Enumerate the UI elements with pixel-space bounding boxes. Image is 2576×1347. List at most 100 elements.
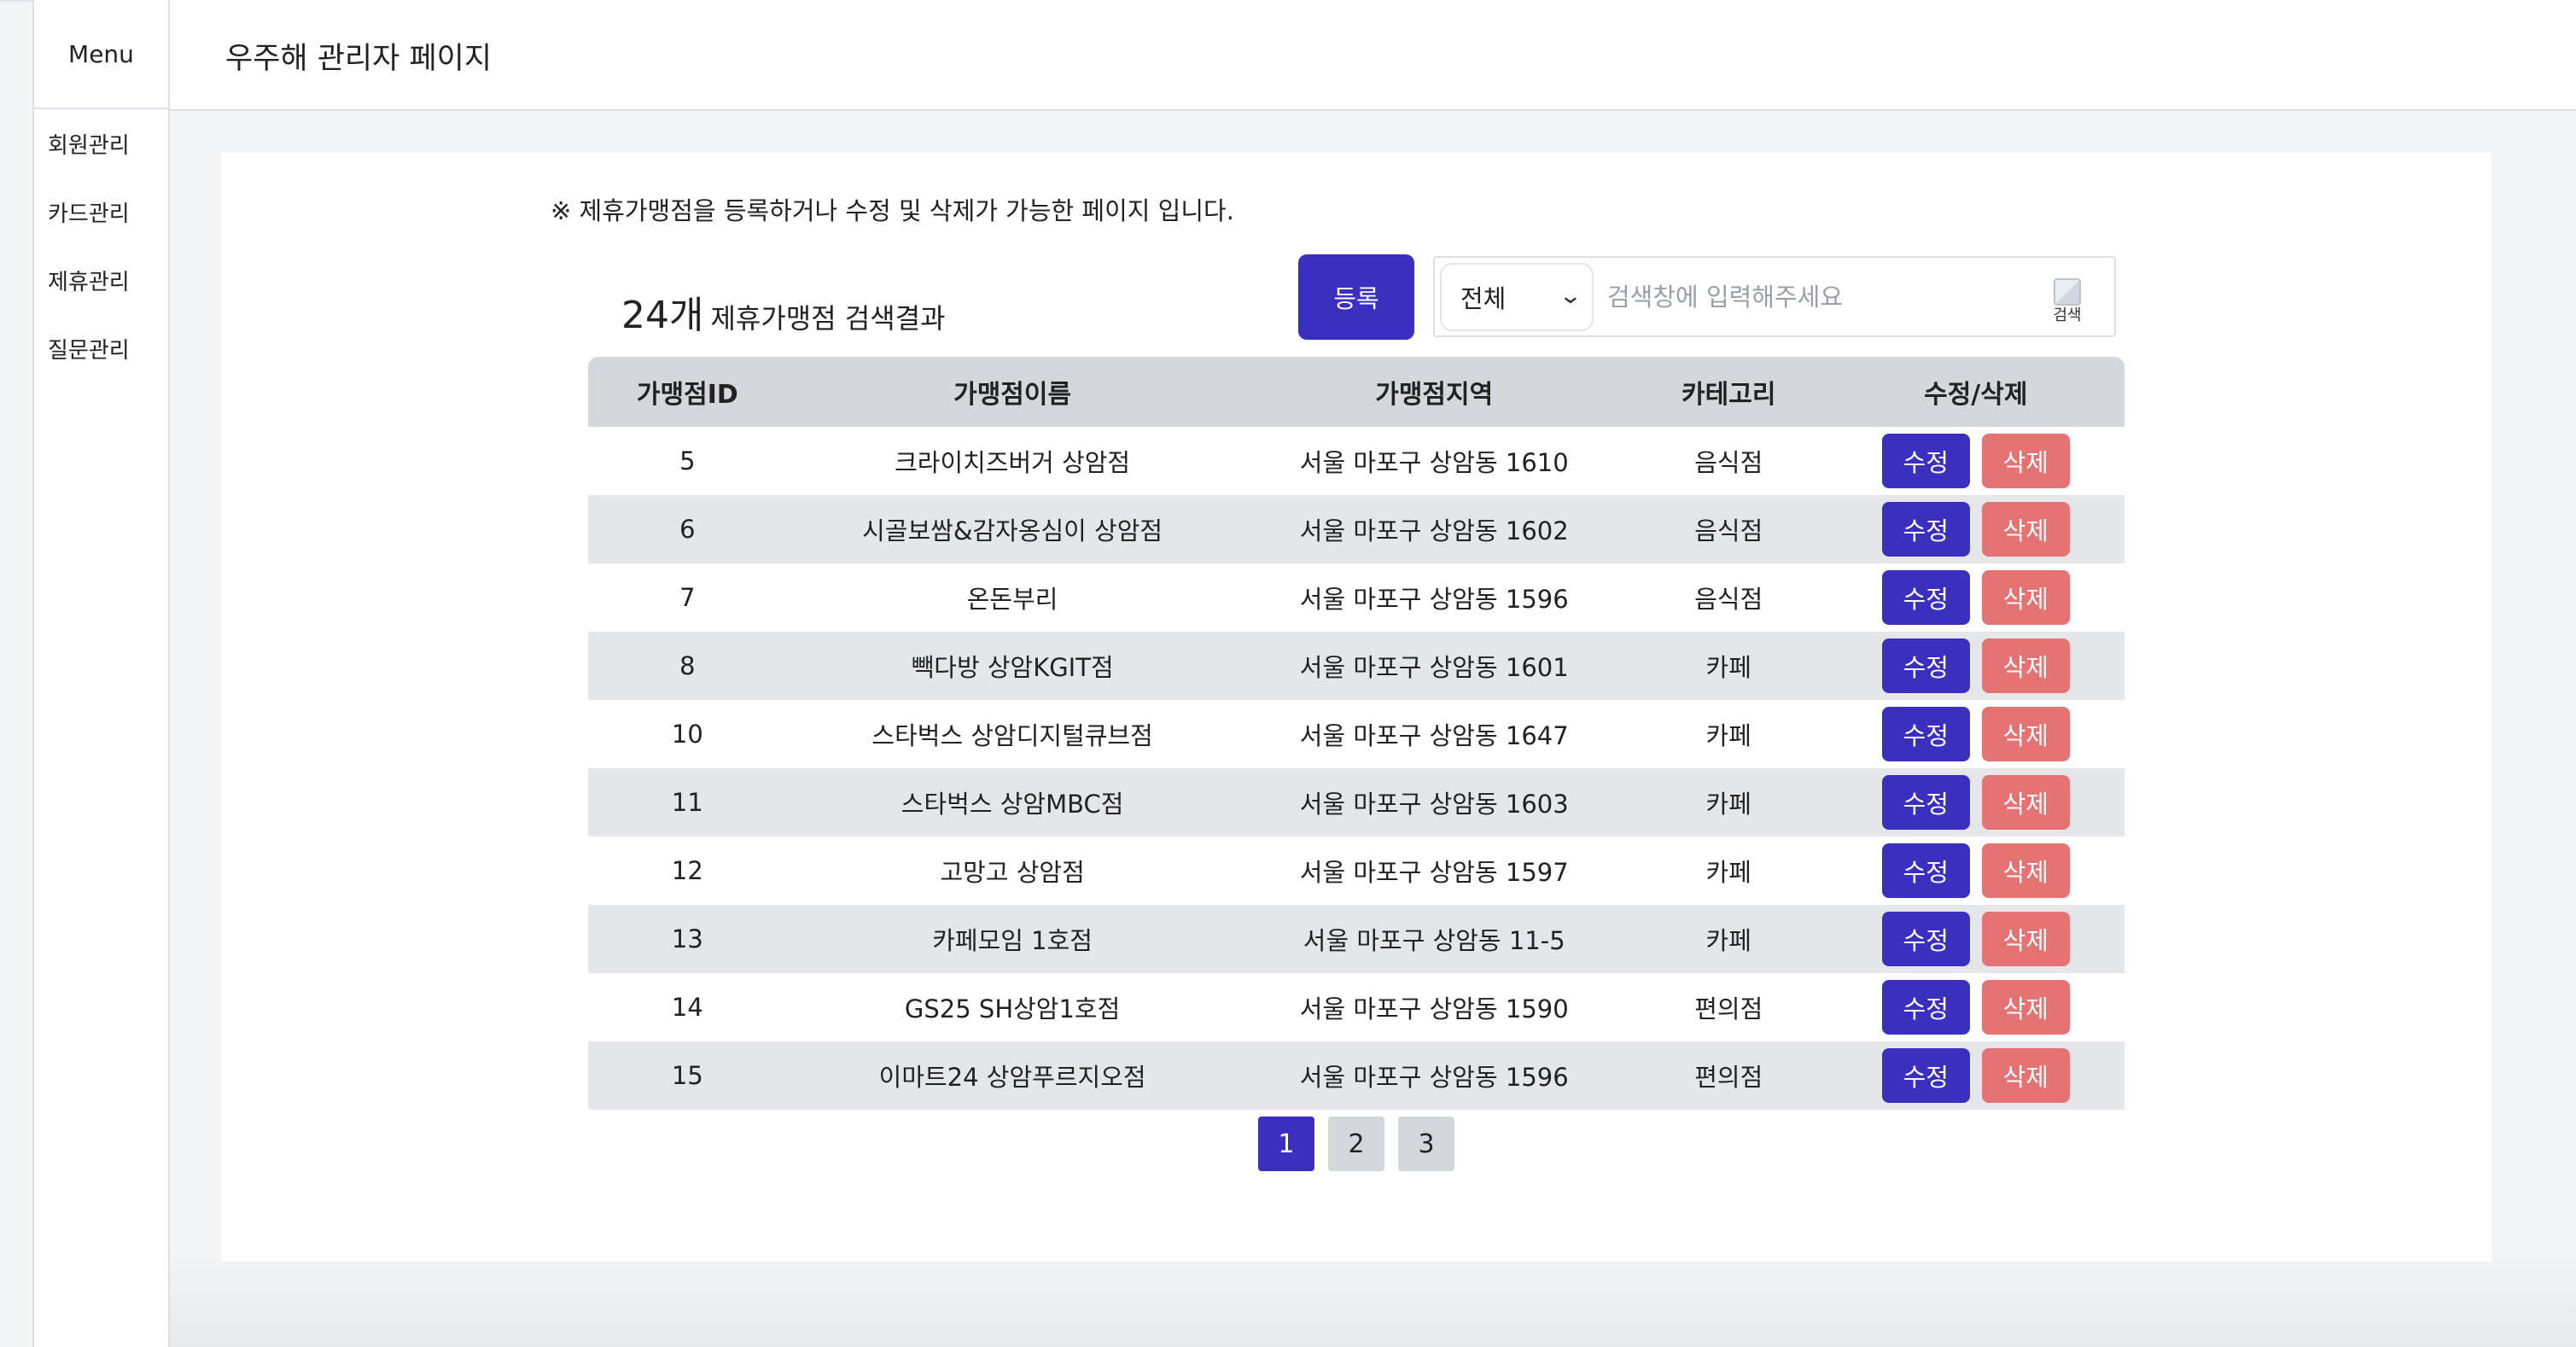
broken-image-icon [2054,278,2081,306]
header-bar: 우주해 관리자 페이지 [170,0,2576,111]
cell-store-region: 서울 마포구 상암동 1610 [1299,448,1569,477]
col-category: 카테고리 [1629,357,1827,427]
table-row: 13 카페모임 1호점 서울 마포구 상암동 11-5 카페 수정 삭제 [588,905,2124,973]
cell-category: 카페 [1629,632,1827,700]
cell-store-id: 5 [679,446,696,475]
cell-store-id: 15 [588,1041,787,1110]
cell-store-region: 서울 마포구 상암동 1601 [1238,632,1630,700]
table-header-row: 가맹점ID 가맹점이름 가맹점지역 카테고리 수정/삭제 [588,357,2124,427]
page-button-3[interactable]: 3 [1398,1117,1454,1171]
table-row: 6 시골보쌈&감자옹심이 상암점 서울 마포구 상암동 1602 음식점 수정 삭… [588,495,2124,563]
table-row: 5 크라이치즈버거 상암점 서울 마포구 상암동 1610 음식점 수정 삭제 [588,427,2124,495]
table-row: 15 이마트24 상암푸르지오점 서울 마포구 상암동 1596 편의점 수정 삭… [588,1041,2124,1110]
delete-button[interactable]: 삭제 [1981,570,2070,625]
col-store-name: 가맹점이름 [786,357,1238,427]
delete-button[interactable]: 삭제 [1981,980,2070,1035]
cell-store-name: 고망고 상암점 [940,858,1085,887]
cell-store-region: 서울 마포구 상암동 11-5 [1238,905,1630,973]
sidebar-item-questions[interactable]: 질문관리 [48,338,130,364]
cell-store-name: 스타벅스 상암디지털큐브점 [871,721,1153,750]
search-input[interactable] [1606,266,2019,328]
cell-actions: 수정 삭제 [1827,563,2124,632]
search-button-alt: 검색 [2053,306,2082,324]
page-button-2[interactable]: 2 [1328,1117,1384,1171]
edit-button[interactable]: 수정 [1881,570,1970,625]
cell-store-id: 6 [588,495,787,563]
sidebar-item-partners[interactable]: 제휴관리 [48,270,130,295]
category-select-value: 전체 [1460,284,1507,313]
cell-store-name: 이마트24 상암푸르지오점 [786,1041,1238,1110]
sidebar-item-cards[interactable]: 카드관리 [48,201,130,227]
edit-button[interactable]: 수정 [1881,639,1970,693]
cell-store-name: 온돈부리 [966,585,1058,614]
cell-category: 카페 [1705,858,1751,887]
sidebar-header: Menu [34,0,168,109]
delete-button[interactable]: 삭제 [1981,912,2070,966]
cell-actions: 수정 삭제 [1827,905,2124,973]
category-select[interactable]: 전체 ⌄ [1440,263,1594,331]
cell-actions: 수정 삭제 [1827,427,2124,495]
edit-button[interactable]: 수정 [1881,912,1970,966]
edit-button[interactable]: 수정 [1881,707,1970,761]
cell-store-region: 서울 마포구 상암동 1603 [1238,768,1630,837]
notice-text: ※ 제휴가맹점을 등록하거나 수정 및 삭제가 가능한 페이지 입니다. [551,196,1234,225]
cell-actions: 수정 삭제 [1827,700,2124,768]
result-label: 제휴가맹점 검색결과 [710,302,946,335]
edit-button[interactable]: 수정 [1881,434,1970,488]
table-row: 11 스타벅스 상암MBC점 서울 마포구 상암동 1603 카페 수정 삭제 [588,768,2124,837]
cell-store-id: 10 [671,720,703,749]
cell-store-id: 8 [588,632,787,700]
cell-store-region: 서울 마포구 상암동 1647 [1299,721,1569,750]
delete-button[interactable]: 삭제 [1981,639,2070,693]
cell-actions: 수정 삭제 [1827,837,2124,905]
table-row: 12 고망고 상암점 서울 마포구 상암동 1597 카페 수정 삭제 [588,837,2124,905]
delete-button[interactable]: 삭제 [1981,707,2070,761]
store-table: 가맹점ID 가맹점이름 가맹점지역 카테고리 수정/삭제 5 크라이치즈버거 상… [588,357,2124,1110]
cell-actions: 수정 삭제 [1827,632,2124,700]
delete-button[interactable]: 삭제 [1981,502,2070,557]
edit-button[interactable]: 수정 [1881,1048,1970,1103]
cell-store-region: 서울 마포구 상암동 1590 [1299,994,1569,1023]
page-title: 우주해 관리자 페이지 [225,42,492,76]
edit-button[interactable]: 수정 [1881,980,1970,1035]
cell-category: 음식점 [1629,495,1827,563]
search-box: 전체 ⌄ 검색 [1433,256,2116,337]
table-row: 14 GS25 SH상암1호점 서울 마포구 상암동 1590 편의점 수정 삭제 [588,973,2124,1041]
table-row: 7 온돈부리 서울 마포구 상암동 1596 음식점 수정 삭제 [588,563,2124,632]
cell-category: 편의점 [1629,1041,1827,1110]
edit-button[interactable]: 수정 [1881,775,1970,830]
cell-store-region: 서울 마포구 상암동 1596 [1238,1041,1630,1110]
delete-button[interactable]: 삭제 [1981,775,2070,830]
page-button-1[interactable]: 1 [1258,1117,1314,1171]
table-row: 10 스타벅스 상암디지털큐브점 서울 마포구 상암동 1647 카페 수정 삭제 [588,700,2124,768]
cell-store-region: 서울 마포구 상암동 1597 [1299,858,1569,887]
delete-button[interactable]: 삭제 [1981,1048,2070,1103]
pagination: 1 2 3 [1258,1117,1468,1171]
chevron-down-icon: ⌄ [1558,283,1583,309]
sidebar: Menu 회원관리 카드관리 제휴관리 질문관리 [32,0,170,1347]
cell-store-region: 서울 마포구 상암동 1596 [1299,585,1569,614]
col-store-region: 가맹점지역 [1238,357,1630,427]
col-store-id: 가맹점ID [588,357,787,427]
cell-category: 카페 [1629,905,1827,973]
delete-button[interactable]: 삭제 [1981,843,2070,898]
table-row: 8 빽다방 상암KGIT점 서울 마포구 상암동 1601 카페 수정 삭제 [588,632,2124,700]
cell-actions: 수정 삭제 [1827,1041,2124,1110]
cell-category: 편의점 [1694,994,1763,1023]
cell-category: 음식점 [1694,448,1763,477]
cell-actions: 수정 삭제 [1827,768,2124,837]
cell-store-name: 카페모임 1호점 [786,905,1238,973]
cell-store-id: 14 [671,993,703,1022]
edit-button[interactable]: 수정 [1881,843,1970,898]
delete-button[interactable]: 삭제 [1981,434,2070,488]
cell-actions: 수정 삭제 [1827,495,2124,563]
cell-category: 카페 [1705,721,1751,750]
cell-store-name: GS25 SH상암1호점 [904,994,1121,1023]
cell-store-name: 빽다방 상암KGIT점 [786,632,1238,700]
cell-store-id: 7 [679,583,696,612]
register-button[interactable]: 등록 [1298,254,1414,340]
search-button[interactable]: 검색 [2037,270,2097,324]
cell-store-name: 크라이치즈버거 상암점 [895,448,1131,477]
sidebar-item-members[interactable]: 회원관리 [48,133,130,159]
edit-button[interactable]: 수정 [1881,502,1970,557]
